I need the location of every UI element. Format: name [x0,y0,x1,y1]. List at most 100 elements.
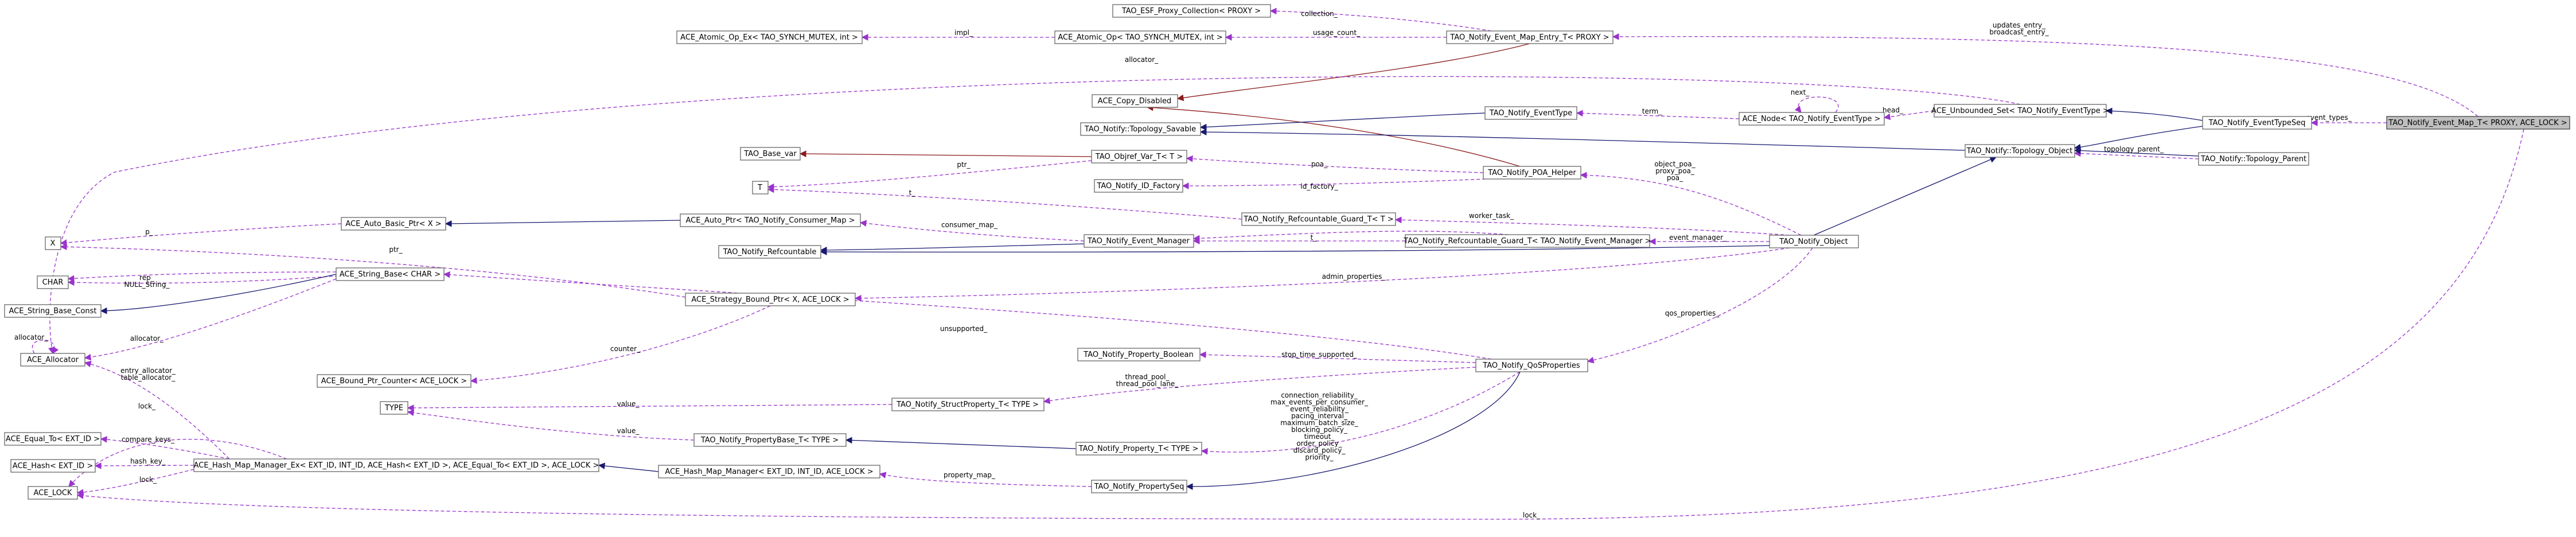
node-hash-ext[interactable]: ACE_Hash< EXT_ID > [10,459,96,473]
node-label: ACE_String_Base< CHAR > [340,270,441,279]
edge-label-compare-keys: compare_keys_ [122,435,175,443]
node-label: TAO_Notify_QoSProperties [1482,361,1580,370]
e-qos-obj [1587,247,1813,364]
qos-member-label: maximum_batch_size_ [1280,419,1359,427]
node-node-event-type[interactable]: ACE_Node< TAO_Notify_EventType > [1739,112,1885,126]
node-atomic-op-ex[interactable]: ACE_Atomic_Op_Ex< TAO_SYNCH_MUTEX, int > [676,30,863,44]
node-refcountable-guard[interactable]: TAO_Notify_Refcountable_Guard_T< T > [1241,212,1396,226]
e-prop-propbase [845,437,1077,449]
e-t-guard [767,186,1242,220]
node-type-param[interactable]: TYPE [380,401,408,415]
edge-label-allocator: allocator_ [1125,56,1159,64]
edge-label-lock2: lock_ [139,476,157,484]
node-property-seq[interactable]: TAO_Notify_PropertySeq [1091,480,1187,493]
edge-label-p: p_ [145,228,154,236]
e-em-refcount [820,243,1085,254]
e-allocator2 [84,278,337,361]
node-topology-savable[interactable]: TAO_Notify::Topology_Savable [1080,122,1201,136]
node-x-param[interactable]: X [45,236,61,250]
node-refcountable[interactable]: TAO_Notify_Refcountable [718,245,821,259]
edge-label-next: next_ [1791,88,1810,96]
qos-member-label: priority_ [1305,453,1334,461]
e-unsupported [443,271,1492,360]
node-property-base[interactable]: TAO_Notify_PropertyBase_T< TYPE > [693,433,847,447]
node-label: TAO_Notify_Event_Map_T< PROXY, ACE_LOCK … [2388,119,2567,127]
e-t2 [1192,231,1509,242]
qos-member-label: timeout_ [1304,433,1335,441]
node-unbounded-set[interactable]: ACE_Unbounded_Set< TAO_Notify_EventType … [1931,104,2109,118]
node-qos-properties[interactable]: TAO_Notify_QoSProperties [1475,359,1588,372]
node-event-type[interactable]: TAO_Notify_EventType [1484,106,1577,120]
edge-label-impl: impl_ [954,29,973,37]
node-notify-object[interactable]: TAO_Notify_Object [1769,235,1859,248]
e-value [407,404,893,411]
node-label: TAO_Base_var [743,150,797,158]
node-label: TAO_Notify_Refcountable_Guard_T< T > [1243,215,1393,224]
node-label: TAO_Notify_Refcountable_Guard_T< TAO_Not… [1403,237,1651,246]
node-label: ACE_Equal_To< EXT_ID > [6,435,100,443]
node-auto-basic-ptr[interactable]: ACE_Auto_Basic_Ptr< X > [341,217,446,231]
node-esf-proxy-collection[interactable]: TAO_ESF_Proxy_Collection< PROXY > [1112,4,1271,18]
edge-label-collection: collection_ [1301,10,1338,18]
e-parent-topo [2074,147,2199,157]
node-auto-ptr-consumer-map[interactable]: ACE_Auto_Ptr< TAO_Notify_Consumer_Map > [680,213,861,227]
edge-label-lock: lock_ [138,402,156,410]
node-allocator[interactable]: ACE_Allocator [20,353,85,367]
edges-layer [32,7,2524,520]
node-label: TAO_Notify_Refcountable [723,248,817,256]
node-label: TAO_Notify_PropertySeq [1094,482,1184,491]
edge-label-value: value_ [617,400,640,408]
node-char-param[interactable]: CHAR [37,275,69,289]
edge-labels-layer: collection_ impl_ usage_count_ updates_entr… [14,10,2352,519]
node-string-base-char[interactable]: ACE_String_Base< CHAR > [336,267,445,281]
qos-member-label: connection_reliability_ [1281,391,1358,399]
node-strategy-bound-ptr[interactable]: ACE_Strategy_Bound_Ptr< X, ACE_LOCK > [685,293,856,306]
edge-label-consumer-map: consumer_map_ [941,221,998,229]
node-string-base-const[interactable]: ACE_String_Base_Const [4,304,102,318]
node-event-map-lock[interactable]: TAO_Notify_Event_Map_T< PROXY, ACE_LOCK … [2386,116,2570,130]
node-ace-lock[interactable]: ACE_LOCK [28,486,78,500]
edge-label-counter: counter_ [610,345,641,353]
node-struct-property[interactable]: TAO_Notify_StructProperty_T< TYPE > [891,398,1045,411]
node-objref-var[interactable]: TAO_Objref_Var_T< T > [1091,150,1187,164]
node-label: TAO_Notify_Event_Manager [1087,237,1190,246]
e-null-string [67,271,337,282]
node-label: ACE_Auto_Basic_Ptr< X > [345,220,441,228]
node-equal-to[interactable]: ACE_Equal_To< EXT_ID > [4,432,102,446]
node-property-t[interactable]: TAO_Notify_Property_T< TYPE > [1075,442,1202,456]
node-hash-map-manager-ex[interactable]: ACE_Hash_Map_Manager_Ex< EXT_ID, INT_ID,… [193,458,599,472]
node-hash-map-manager[interactable]: ACE_Hash_Map_Manager< EXT_ID, INT_ID, AC… [658,465,880,478]
node-base-var[interactable]: TAO_Base_var [740,147,801,161]
edge-label-thread-pool: thread_pool_ [1125,373,1170,381]
node-atomic-op[interactable]: ACE_Atomic_Op< TAO_SYNCH_MUTEX, int > [1054,30,1226,44]
e-admin-props [854,247,1790,302]
e-id-factory [1182,178,1486,189]
edge-label-allocator2: allocator_ [130,334,164,343]
qos-member-label: event_reliability_ [1290,405,1349,413]
node-property-boolean[interactable]: TAO_Notify_Property_Boolean [1077,348,1201,361]
node-topology-parent[interactable]: TAO_Notify::Topology_Parent [2198,152,2309,166]
node-bound-ptr-counter[interactable]: ACE_Bound_Ptr_Counter< ACE_LOCK > [317,374,471,388]
edge-label-proxy-poa: proxy_poa_ [1655,167,1695,175]
node-t-param[interactable]: T [752,181,769,194]
edge-label-property-map: property_map_ [944,471,996,479]
node-label: TAO_Notify_EventTypeSeq [2208,119,2306,127]
node-id-factory[interactable]: TAO_Notify_ID_Factory [1094,179,1183,193]
node-event-manager[interactable]: TAO_Notify_Event_Manager [1084,234,1194,248]
node-poa-helper[interactable]: TAO_Notify_POA_Helper [1483,166,1581,180]
node-label: ACE_Allocator [27,356,79,364]
e-ptr-x [60,243,686,298]
node-copy-disabled[interactable]: ACE_Copy_Disabled [1092,94,1178,108]
node-event-type-seq[interactable]: TAO_Notify_EventTypeSeq [2202,116,2312,130]
e-topo-parent [2074,150,2199,159]
e-collection [1269,7,1492,32]
node-refcountable-guard-em[interactable]: TAO_Notify_Refcountable_Guard_T< TAO_Not… [1403,234,1651,248]
edge-label-thread-pool-lane: thread_pool_lane_ [1116,380,1179,388]
node-label: ACE_Strategy_Bound_Ptr< X, ACE_LOCK > [691,295,849,304]
node-topology-object[interactable]: TAO_Notify::Topology_Object [1965,144,2075,158]
node-label: CHAR [42,278,64,287]
node-event-map-entry[interactable]: TAO_Notify_Event_Map_Entry_T< PROXY > [1446,30,1614,44]
edge-label-qos-members: connection_reliability_ max_events_per_co… [1271,391,1369,461]
edge-label-entry-allocator: entry_allocator_ [120,367,176,375]
